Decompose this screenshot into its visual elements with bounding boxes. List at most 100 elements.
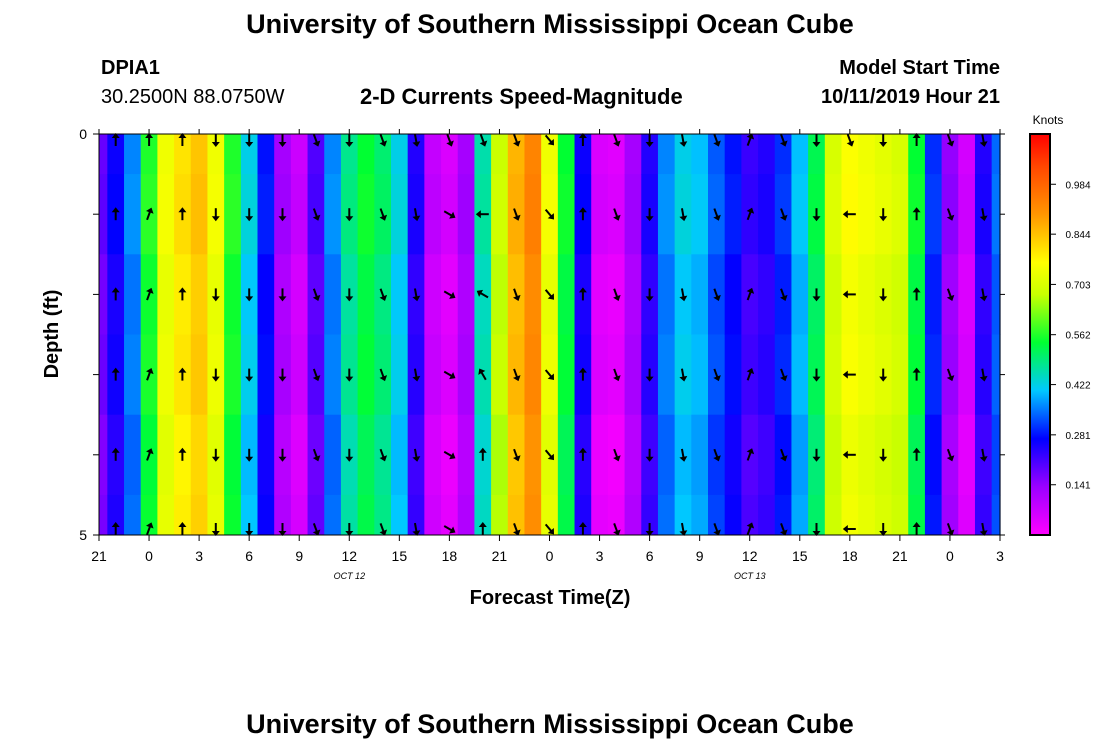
heatmap-cell (657, 334, 676, 416)
station-name: DPIA1 (101, 57, 160, 79)
current-arrow (443, 525, 456, 534)
heatmap-cell (858, 494, 876, 536)
heatmap-cell (324, 254, 342, 335)
heatmap-cell (824, 414, 843, 496)
current-arrow (812, 368, 821, 382)
heatmap-cell (240, 494, 259, 536)
heatmap-cell (457, 174, 476, 255)
x-tick-label: 0 (546, 548, 554, 564)
current-arrow (912, 287, 921, 301)
current-arrow (979, 368, 988, 382)
heatmap-cell (891, 134, 909, 175)
heatmap-cell (841, 134, 859, 175)
current-arrow (345, 288, 354, 302)
y-tick-label: 0 (79, 126, 87, 142)
heatmap-cell (657, 134, 676, 175)
current-arrow (211, 288, 220, 302)
current-arrow (713, 134, 721, 147)
heatmap-cell (891, 494, 909, 536)
current-arrow (345, 134, 354, 147)
heatmap-cell (224, 334, 242, 416)
current-arrow (278, 134, 287, 147)
current-arrow (912, 133, 921, 146)
heatmap-cell (290, 494, 309, 536)
current-arrow (211, 448, 220, 462)
colorbar-tick-label: 0.844 (1065, 230, 1090, 241)
current-arrow (645, 208, 654, 222)
heatmap-cell (657, 174, 676, 255)
heatmap-cell (407, 134, 425, 175)
current-arrow (946, 288, 955, 301)
heatmap-cell (124, 254, 142, 335)
x-tick-label: 6 (646, 548, 654, 564)
current-arrow (312, 288, 321, 301)
heatmap-cell (324, 174, 342, 255)
current-arrow (679, 288, 688, 302)
heatmap-cell (557, 334, 576, 416)
heatmap-cell (758, 134, 776, 175)
heatmap-cell (624, 414, 642, 496)
heatmap-cell (641, 134, 659, 175)
heatmap-cell (924, 134, 943, 175)
heatmap-cell (190, 334, 209, 416)
current-arrow (578, 522, 587, 535)
heatmap-cells (99, 134, 1001, 536)
current-arrow (578, 207, 587, 221)
current-arrow (178, 287, 187, 301)
current-arrow (879, 523, 888, 536)
heatmap-cell (607, 494, 626, 536)
heatmap-cell (274, 134, 292, 175)
current-arrow (146, 368, 154, 381)
heatmap-cell (724, 134, 742, 175)
current-arrow (812, 208, 821, 222)
heatmap-cell (157, 494, 175, 536)
current-arrow (812, 523, 821, 536)
heatmap-cell (591, 254, 609, 335)
heatmap-cell (591, 414, 609, 496)
heatmap-cell (824, 174, 843, 255)
heatmap-cell (624, 334, 642, 416)
heatmap-cell (491, 134, 509, 175)
heatmap-cell (457, 334, 476, 416)
heatmap-cell (390, 134, 409, 175)
current-arrow (746, 287, 755, 301)
current-arrow (379, 368, 388, 382)
heatmap-cell (991, 334, 1001, 416)
current-arrow (780, 523, 788, 536)
x-tick-label: 18 (442, 548, 458, 564)
current-arrow (345, 448, 354, 462)
heatmap-cell (424, 174, 442, 255)
current-arrow (211, 368, 220, 382)
current-arrow (513, 448, 521, 462)
current-arrow (443, 290, 456, 299)
current-arrow (679, 133, 688, 147)
heatmap-cell (724, 334, 742, 416)
colorbar-title: Knots (1033, 113, 1064, 127)
heatmap-cell (124, 134, 142, 175)
current-arrow (478, 522, 487, 535)
heatmap-cell (758, 254, 776, 335)
heatmap-cell (457, 134, 476, 175)
heatmap-cell (424, 254, 442, 335)
current-arrow (412, 448, 421, 462)
current-arrow (713, 448, 721, 462)
x-tick-label: 15 (392, 548, 408, 564)
current-arrow (645, 288, 654, 302)
x-tick-label: 18 (842, 548, 858, 564)
heatmap-cell (99, 174, 108, 255)
heatmap-cell (290, 334, 309, 416)
heatmap-cell (257, 414, 275, 496)
heatmap-cell (557, 494, 576, 536)
heatmap-cell (924, 494, 943, 536)
heatmap-cell (607, 134, 626, 175)
heatmap-cell (207, 134, 225, 175)
heatmap-cell (507, 494, 526, 536)
heatmap-cell (507, 134, 526, 175)
heatmap-cell (224, 494, 242, 536)
heatmap-cell (691, 174, 709, 255)
current-arrow (842, 450, 856, 459)
current-arrow (613, 523, 621, 536)
heatmap-cell (858, 334, 876, 416)
current-arrow (946, 134, 955, 147)
current-arrow (146, 448, 154, 461)
